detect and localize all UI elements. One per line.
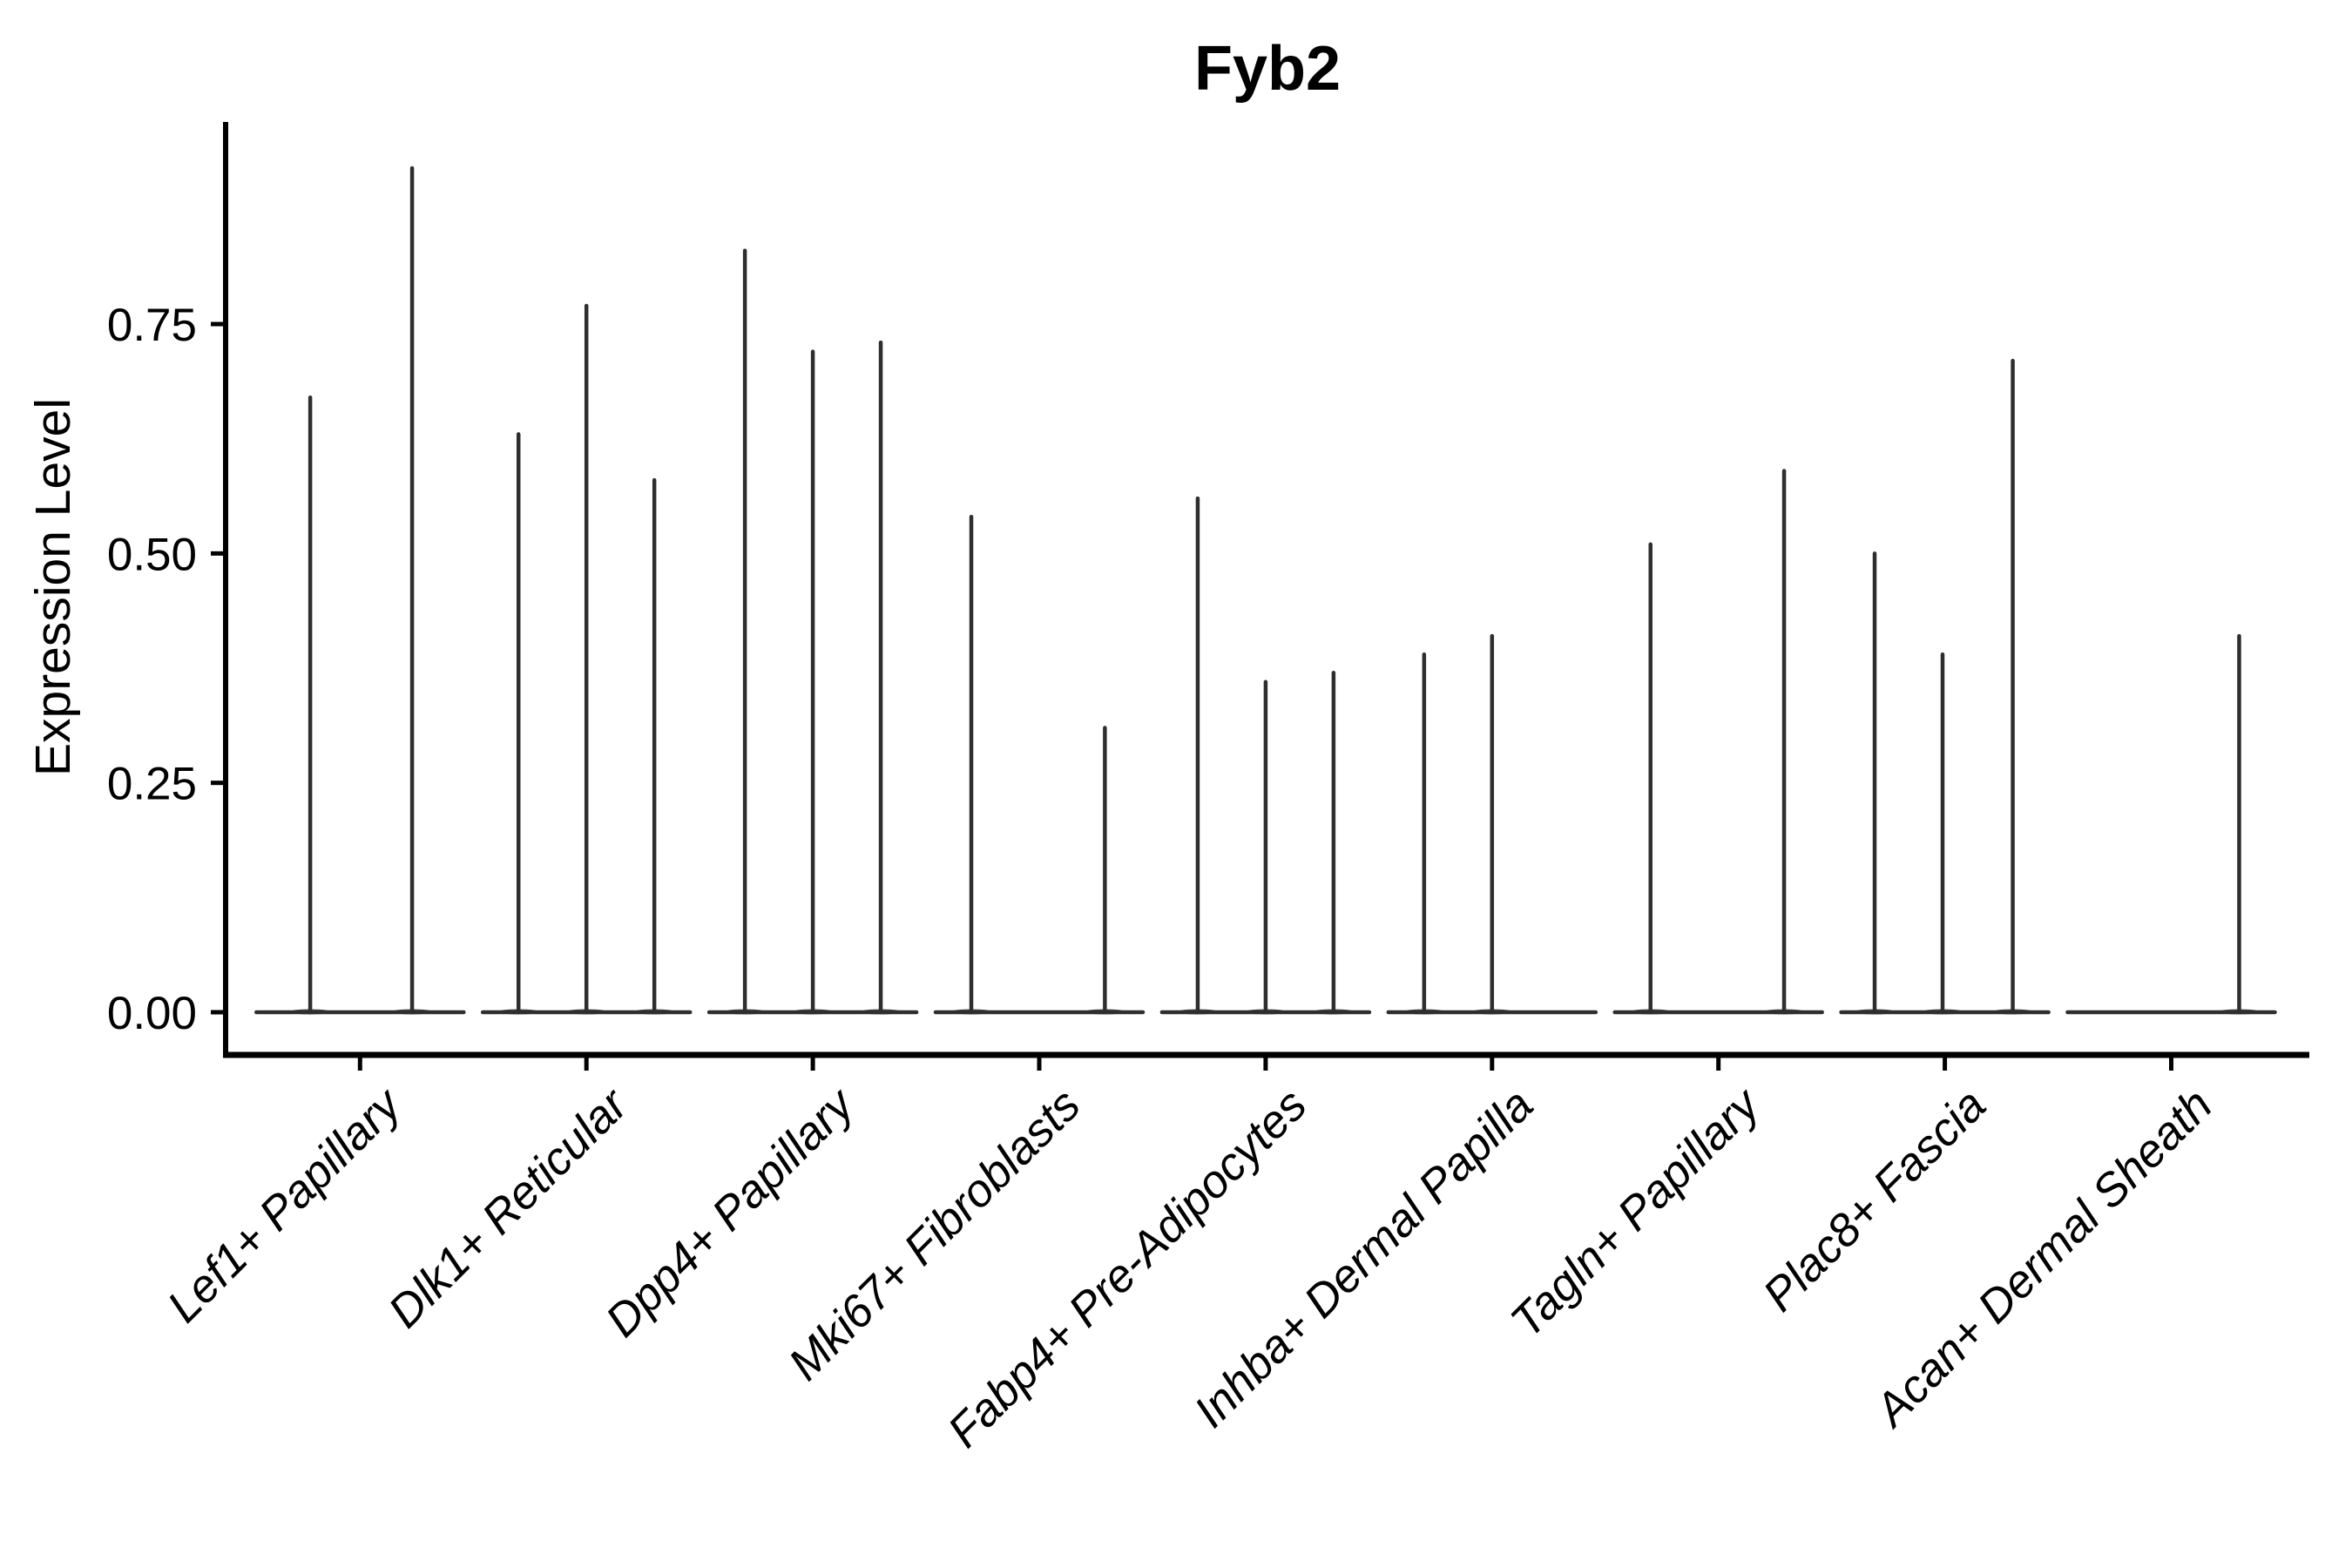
x-category-label: Fabp4+ Pre-Adipocytes	[938, 1079, 1316, 1457]
violin	[1612, 469, 1824, 1015]
chart-title: Fyb2	[1194, 34, 1341, 104]
axis-spines	[223, 122, 2309, 1058]
x-category-label: Lef1+ Papillary	[158, 1077, 413, 1332]
y-tick-label: 0.75	[107, 300, 197, 351]
violins-layer	[254, 166, 2277, 1015]
x-category-label: Dlk1+ Reticular	[379, 1078, 639, 1338]
violin	[1159, 496, 1372, 1015]
violin	[706, 248, 919, 1015]
violin	[254, 166, 466, 1015]
violin	[480, 303, 693, 1015]
y-axis-ticks: 0.00 0.25 0.50 0.75	[107, 300, 223, 1039]
y-axis-label: Expression Level	[25, 398, 81, 776]
y-tick-label: 0.50	[107, 529, 197, 580]
y-tick-label: 0.00	[107, 988, 197, 1039]
x-category-label: Tagln+ Papillary	[1501, 1077, 1772, 1348]
violin	[1839, 358, 2051, 1015]
x-category-label: Plac8+ Fascia	[1754, 1079, 1996, 1321]
y-tick-label: 0.25	[107, 759, 197, 810]
violin	[1386, 633, 1598, 1015]
violin	[2065, 633, 2277, 1015]
violin	[933, 514, 1146, 1015]
x-axis-ticks	[357, 1058, 2173, 1071]
